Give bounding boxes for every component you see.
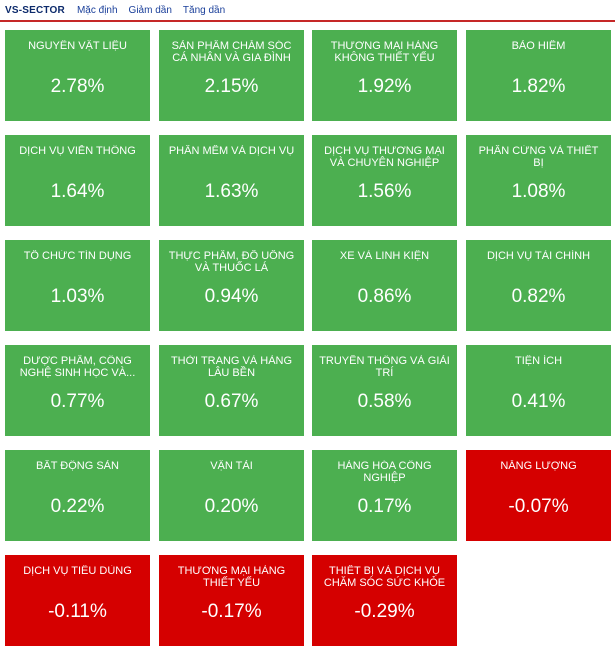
sector-name: Bất động sản: [36, 460, 119, 472]
sector-change: 0.77%: [50, 391, 105, 412]
sector-tile[interactable]: Dược phẩm, công nghệ sinh học và... 0.77%: [5, 345, 150, 436]
sector-tile[interactable]: Dịch vụ viễn thông 1.64%: [5, 135, 150, 226]
sector-name: Tiện ích: [514, 355, 563, 367]
sector-name: Sản phẩm chăm sóc cá nhân và gia đình: [171, 40, 292, 64]
sector-change: 0.20%: [204, 496, 259, 517]
sector-change: 2.78%: [50, 76, 105, 97]
sector-change: 1.56%: [357, 181, 412, 202]
sector-name: Truyền thông và giải trí: [319, 355, 450, 379]
sector-change: 0.41%: [511, 391, 566, 412]
sector-tile[interactable]: Truyền thông và giải trí 0.58%: [312, 345, 457, 436]
sector-name: Dịch vụ tiêu dùng: [23, 565, 132, 577]
sector-change: -0.17%: [201, 601, 262, 622]
sector-name: Thiết bị và dịch vụ chăm sóc sức khỏe: [323, 565, 446, 589]
sector-tile[interactable]: Nguyên vật liệu 2.78%: [5, 30, 150, 121]
sector-tile[interactable]: Dịch vụ tiêu dùng -0.11%: [5, 555, 150, 646]
sector-change: -0.07%: [508, 496, 569, 517]
sector-name: Tổ chức tín dụng: [23, 250, 132, 262]
sector-tile[interactable]: Phần cứng và thiết bị 1.08%: [466, 135, 611, 226]
sector-change: 0.82%: [511, 286, 566, 307]
sector-tile[interactable]: Bảo hiểm 1.82%: [466, 30, 611, 121]
sector-tile[interactable]: Xe và linh kiện 0.86%: [312, 240, 457, 331]
sector-name: Nguyên vật liệu: [28, 40, 127, 52]
sector-name: Phần cứng và thiết bị: [478, 145, 599, 169]
sector-name: Dịch vụ tài chính: [486, 250, 591, 262]
sector-name: Thương mại hàng không thiết yếu: [330, 40, 439, 64]
sector-tile[interactable]: Tiện ích 0.41%: [466, 345, 611, 436]
sector-name: Năng lượng: [500, 460, 577, 472]
sector-tile[interactable]: Vận tải 0.20%: [159, 450, 304, 541]
sector-tile[interactable]: Bất động sản 0.22%: [5, 450, 150, 541]
sector-name: Thời trang và hàng lâu bền: [170, 355, 293, 379]
sector-toolbar: VS-SECTOR Mặc định Giảm dần Tăng dần: [0, 0, 615, 22]
sector-change: 1.63%: [204, 181, 259, 202]
sector-change: 1.08%: [511, 181, 566, 202]
brand-label: VS-SECTOR: [5, 4, 65, 16]
sector-change: 1.64%: [50, 181, 105, 202]
sector-tile[interactable]: Năng lượng -0.07%: [466, 450, 611, 541]
sector-tile[interactable]: Hàng hóa công nghiệp 0.17%: [312, 450, 457, 541]
sector-tile[interactable]: Thực phẩm, đồ uống và thuốc lá 0.94%: [159, 240, 304, 331]
sort-asc-link[interactable]: Tăng dần: [182, 4, 226, 16]
sector-change: 2.15%: [204, 76, 259, 97]
sector-name: Thương mại hàng thiết yếu: [177, 565, 286, 589]
sector-change: -0.29%: [354, 601, 415, 622]
sector-name: Bảo hiểm: [511, 40, 566, 52]
sector-tile[interactable]: Thương mại hàng thiết yếu -0.17%: [159, 555, 304, 646]
sector-change: 0.17%: [357, 496, 412, 517]
sector-tile[interactable]: Thương mại hàng không thiết yếu 1.92%: [312, 30, 457, 121]
sector-tile[interactable]: Sản phẩm chăm sóc cá nhân và gia đình 2.1…: [159, 30, 304, 121]
sector-name: Dịch vụ viễn thông: [19, 145, 136, 157]
sector-name: Phần mềm và dịch vụ: [168, 145, 295, 157]
sector-change: -0.11%: [48, 601, 107, 622]
sector-name: Hàng hóa công nghiệp: [337, 460, 432, 484]
sort-desc-link[interactable]: Giảm dần: [128, 4, 172, 16]
sector-name: Vận tải: [210, 460, 253, 472]
sector-change: 0.58%: [357, 391, 412, 412]
sort-default-link[interactable]: Mặc định: [76, 4, 118, 16]
sector-tile[interactable]: Tổ chức tín dụng 1.03%: [5, 240, 150, 331]
sector-tile[interactable]: Dịch vụ tài chính 0.82%: [466, 240, 611, 331]
sector-name: Dịch vụ thương mại và chuyên nghiệp: [324, 145, 445, 169]
sector-change: 0.67%: [204, 391, 259, 412]
sector-tile[interactable]: Phần mềm và dịch vụ 1.63%: [159, 135, 304, 226]
sector-change: 0.94%: [204, 286, 259, 307]
sector-tile[interactable]: Dịch vụ thương mại và chuyên nghiệp 1.56%: [312, 135, 457, 226]
sector-name: Dược phẩm, công nghệ sinh học và...: [19, 355, 136, 379]
sector-name: Thực phẩm, đồ uống và thuốc lá: [168, 250, 295, 274]
sector-change: 1.82%: [511, 76, 566, 97]
sector-change: 0.86%: [357, 286, 412, 307]
sector-change: 0.22%: [50, 496, 105, 517]
sector-change: 1.92%: [357, 76, 412, 97]
sector-tile[interactable]: Thời trang và hàng lâu bền 0.67%: [159, 345, 304, 436]
sector-tile[interactable]: Thiết bị và dịch vụ chăm sóc sức khỏe -0.…: [312, 555, 457, 646]
sector-change: 1.03%: [50, 286, 105, 307]
sector-name: Xe và linh kiện: [339, 250, 430, 262]
